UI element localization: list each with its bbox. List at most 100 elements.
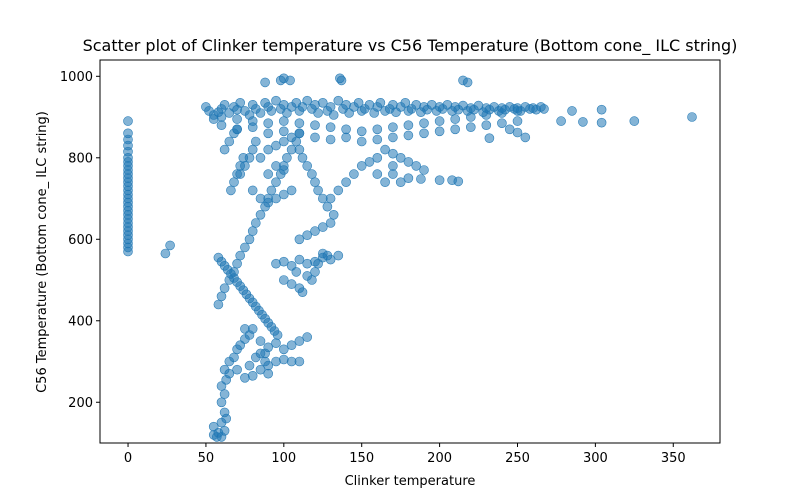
data-point: [403, 130, 414, 141]
data-point: [341, 124, 351, 135]
data-point: [341, 132, 351, 143]
data-point: [596, 104, 607, 115]
y-axis-label: C56 Temperature (Bottom cone_ ILC string…: [35, 111, 50, 393]
y-tick-label: 600: [68, 233, 93, 248]
data-point: [372, 134, 383, 145]
data-point: [596, 117, 607, 128]
data-point: [219, 425, 230, 436]
data-point: [372, 169, 383, 179]
x-tick-label: 0: [124, 451, 132, 466]
data-point: [247, 324, 258, 334]
data-point: [325, 193, 336, 204]
data-point: [364, 157, 375, 167]
x-tick-label: 50: [198, 451, 215, 466]
data-point: [235, 161, 245, 171]
data-point: [388, 122, 398, 132]
data-point: [307, 169, 317, 179]
data-point: [282, 153, 292, 163]
data-point: [247, 144, 258, 155]
data-point: [434, 126, 445, 137]
data-point: [286, 132, 297, 143]
data-point: [578, 117, 588, 127]
data-point: [271, 177, 281, 187]
y-tick-label: 400: [68, 314, 93, 329]
x-tick-label: 300: [583, 451, 608, 466]
data-point: [271, 338, 281, 349]
data-point: [165, 240, 175, 251]
data-point: [247, 122, 258, 132]
data-point: [434, 175, 445, 185]
data-point: [229, 177, 239, 187]
data-point: [263, 169, 274, 179]
data-point: [307, 275, 317, 285]
y-tick-label: 800: [68, 151, 93, 166]
data-point: [123, 116, 133, 126]
data-point: [302, 230, 313, 240]
x-axis-ticks: 0 50 100 150 200 250 300 350: [124, 443, 686, 466]
data-point: [380, 144, 390, 155]
data-point: [375, 98, 386, 108]
data-point: [271, 193, 281, 204]
data-point: [213, 299, 224, 310]
data-point: [294, 128, 305, 139]
data-point: [629, 116, 640, 126]
data-point: [219, 283, 230, 294]
data-point: [403, 173, 414, 183]
x-tick-label: 200: [427, 451, 452, 466]
data-point: [240, 242, 250, 253]
data-point: [294, 118, 305, 128]
data-point: [512, 127, 523, 138]
data-point: [416, 174, 426, 184]
data-point: [219, 100, 230, 110]
data-point: [419, 118, 429, 128]
y-axis-ticks: 200 400 600 800 1000: [60, 70, 100, 411]
data-point: [229, 352, 239, 363]
data-point: [297, 287, 308, 298]
data-point: [325, 122, 336, 132]
data-point: [251, 352, 261, 363]
data-point: [232, 364, 242, 375]
data-point: [291, 267, 302, 277]
data-point: [356, 136, 367, 147]
data-point: [208, 421, 219, 432]
data-point: [302, 161, 313, 171]
data-point: [255, 336, 266, 346]
data-point: [255, 193, 266, 204]
data-point: [255, 210, 266, 220]
data-point: [263, 368, 274, 379]
data-point: [224, 136, 235, 147]
data-point: [328, 210, 339, 220]
y-tick-label: 200: [68, 396, 93, 411]
data-point: [216, 112, 227, 122]
data-point: [687, 112, 697, 122]
data-point: [372, 153, 383, 163]
data-point: [232, 124, 242, 135]
data-point: [328, 110, 339, 120]
data-point: [317, 98, 328, 108]
data-point: [240, 372, 250, 383]
data-point: [325, 218, 336, 228]
data-point: [216, 120, 227, 130]
data-point: [216, 397, 227, 408]
data-point: [232, 258, 242, 269]
data-point: [453, 176, 464, 187]
data-point: [322, 201, 333, 212]
data-point: [271, 140, 281, 151]
data-point: [278, 165, 289, 175]
data-point: [310, 226, 320, 236]
data-point: [294, 254, 305, 265]
chart-title: Scatter plot of Clinker temperature vs C…: [83, 36, 738, 56]
data-point: [313, 185, 323, 196]
data-point: [219, 364, 230, 375]
data-point: [263, 128, 274, 139]
data-point: [251, 218, 261, 228]
data-point: [255, 364, 266, 375]
data-point: [294, 336, 305, 346]
data-point: [294, 234, 305, 245]
data-point: [278, 189, 289, 200]
data-point: [388, 169, 398, 179]
data-point: [266, 185, 277, 196]
data-point: [419, 128, 429, 139]
data-point: [380, 177, 390, 187]
